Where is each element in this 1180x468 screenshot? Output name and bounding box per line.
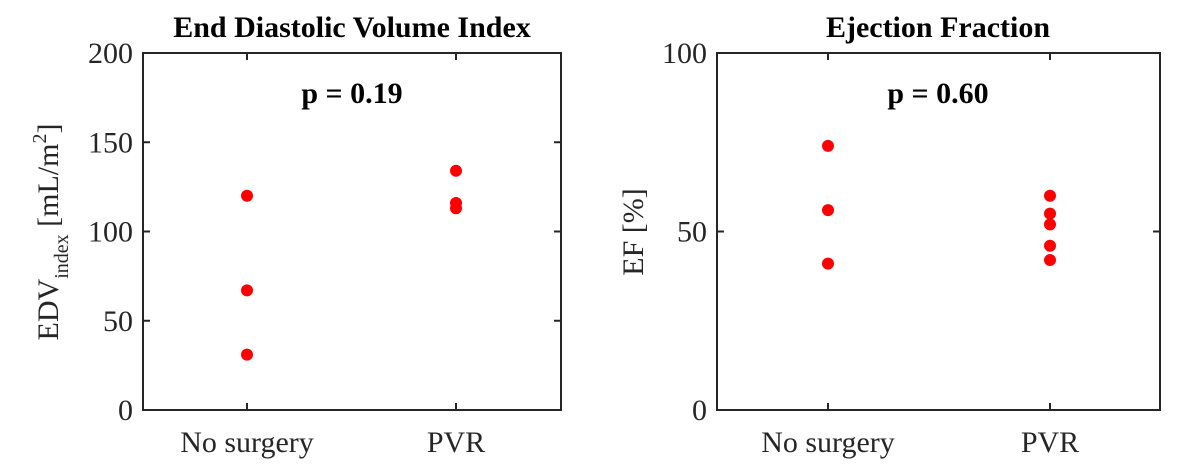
chart-title: Ejection Fraction — [826, 11, 1050, 44]
data-points — [241, 164, 462, 361]
y-tick-label: 0 — [692, 394, 707, 427]
x-tick-label: No surgery — [180, 426, 314, 459]
data-point — [822, 204, 834, 217]
axis-ticks: 0 50 100 150 200 No surgery PVR — [88, 37, 561, 459]
chart-title: End Diastolic Volume Index — [173, 11, 531, 44]
data-point — [1044, 207, 1056, 220]
data-point — [241, 284, 253, 297]
panel-edv-index: End Diastolic Volume Index p = 0.19 EDVi… — [29, 11, 562, 459]
panel-ejection-fraction: Ejection Fraction p = 0.60 EF [%] 0 50 100… — [617, 11, 1161, 459]
data-point — [450, 164, 462, 177]
data-point — [241, 189, 253, 202]
y-tick-label: 50 — [103, 305, 133, 338]
data-point — [822, 139, 834, 152]
p-value-annotation: p = 0.60 — [887, 77, 988, 110]
data-point — [1044, 189, 1056, 202]
y-axis-label-subscript: index — [51, 234, 73, 278]
y-axis-label: EDVindex [mL/m2] — [29, 124, 73, 341]
axis-ticks: 0 50 100 No surgery PVR — [662, 37, 1160, 459]
y-tick-label: 100 — [88, 216, 133, 249]
data-point — [1044, 218, 1056, 231]
y-tick-label: 100 — [662, 37, 707, 70]
y-tick-label: 200 — [88, 37, 133, 70]
y-axis-label-superscript: 2 — [29, 134, 51, 144]
y-tick-label: 0 — [118, 394, 133, 427]
x-tick-label: No surgery — [761, 426, 895, 459]
x-tick-label: PVR — [427, 426, 485, 459]
data-point — [1044, 239, 1056, 252]
data-points — [822, 139, 1056, 270]
y-axis-label-main: EDV — [32, 278, 65, 340]
y-axis-label-unit: [mL/m — [32, 144, 65, 235]
y-tick-label: 150 — [88, 126, 133, 159]
data-point — [241, 348, 253, 361]
data-point — [1044, 254, 1056, 267]
data-point — [450, 202, 462, 215]
y-axis-label: EF [%] — [617, 188, 650, 275]
x-tick-label: PVR — [1021, 426, 1079, 459]
y-axis-label-close: ] — [32, 124, 65, 134]
y-tick-label: 50 — [677, 216, 707, 249]
data-point — [822, 257, 834, 270]
p-value-annotation: p = 0.19 — [301, 77, 402, 110]
